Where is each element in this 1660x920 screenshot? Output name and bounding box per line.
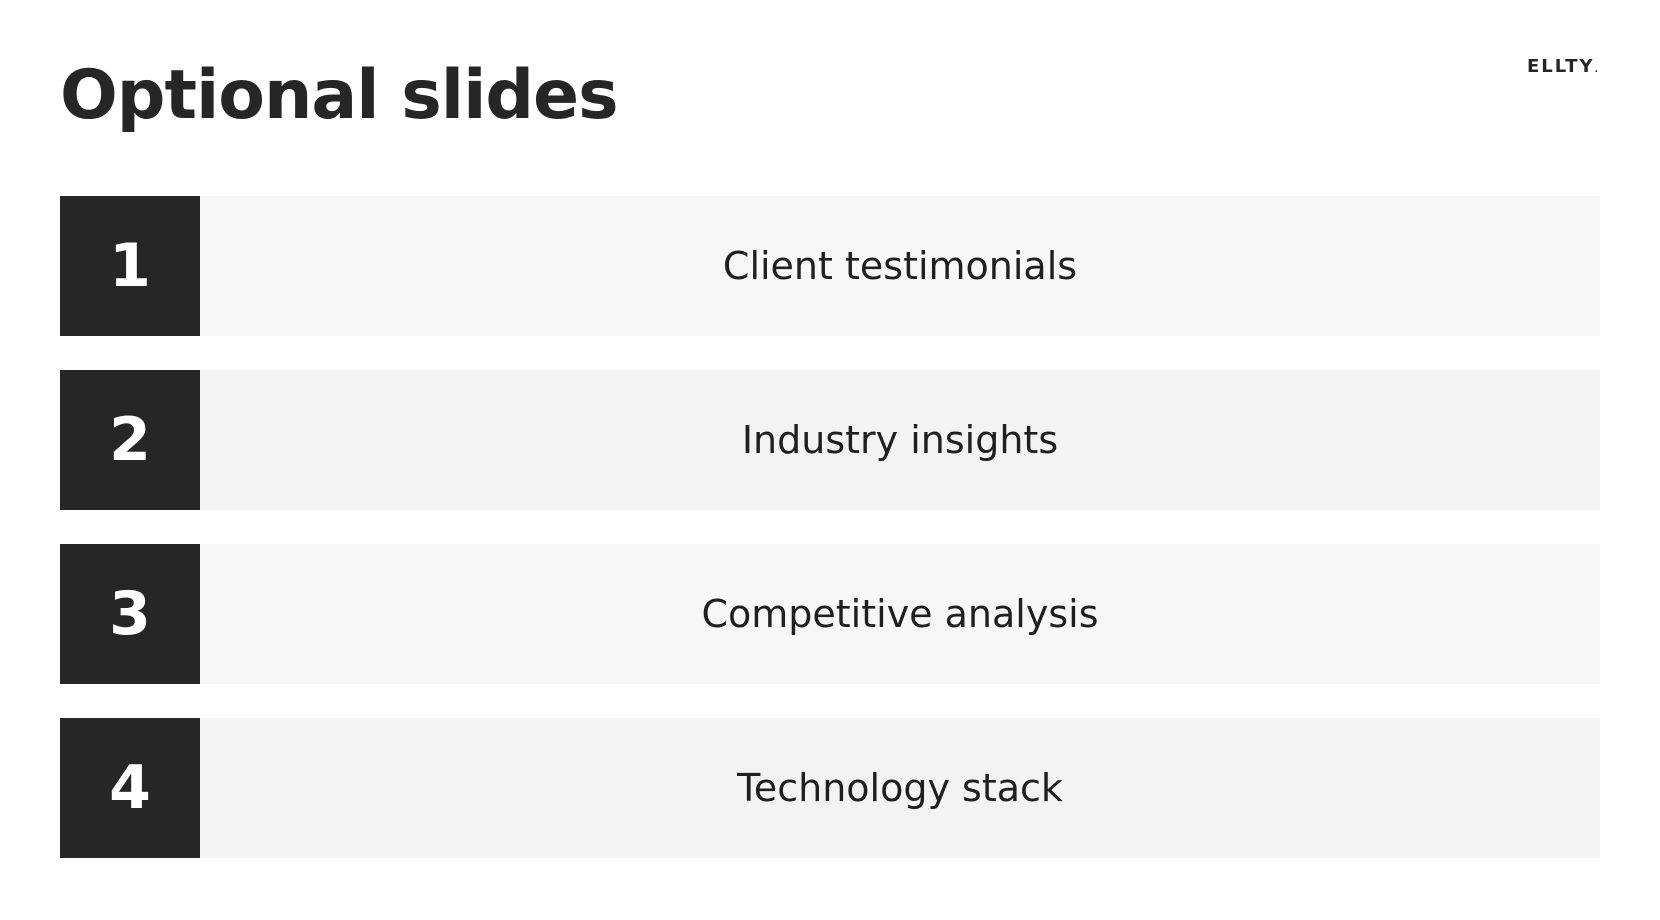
item-label-box: Client testimonials	[200, 196, 1600, 336]
logo-dot: .	[1594, 65, 1600, 75]
item-label: Technology stack	[737, 766, 1063, 810]
item-number-badge: 2	[60, 370, 200, 510]
optional-slides-list: 1 Client testimonials 2 Industry insight…	[60, 196, 1600, 858]
page-title: Optional slides	[60, 56, 619, 135]
list-item: 4 Technology stack	[60, 718, 1600, 858]
item-label: Client testimonials	[722, 244, 1078, 288]
item-number-badge: 4	[60, 718, 200, 858]
list-item: 3 Competitive analysis	[60, 544, 1600, 684]
item-label-box: Competitive analysis	[200, 544, 1600, 684]
logo-text: ELLTY	[1527, 56, 1595, 77]
item-label: Industry insights	[741, 418, 1059, 462]
brand-logo: ELLTY.	[1527, 58, 1600, 76]
item-number-badge: 1	[60, 196, 200, 336]
list-item: 1 Client testimonials	[60, 196, 1600, 336]
item-label-box: Technology stack	[200, 718, 1600, 858]
item-label-box: Industry insights	[200, 370, 1600, 510]
item-label: Competitive analysis	[701, 592, 1099, 636]
item-number-badge: 3	[60, 544, 200, 684]
list-item: 2 Industry insights	[60, 370, 1600, 510]
